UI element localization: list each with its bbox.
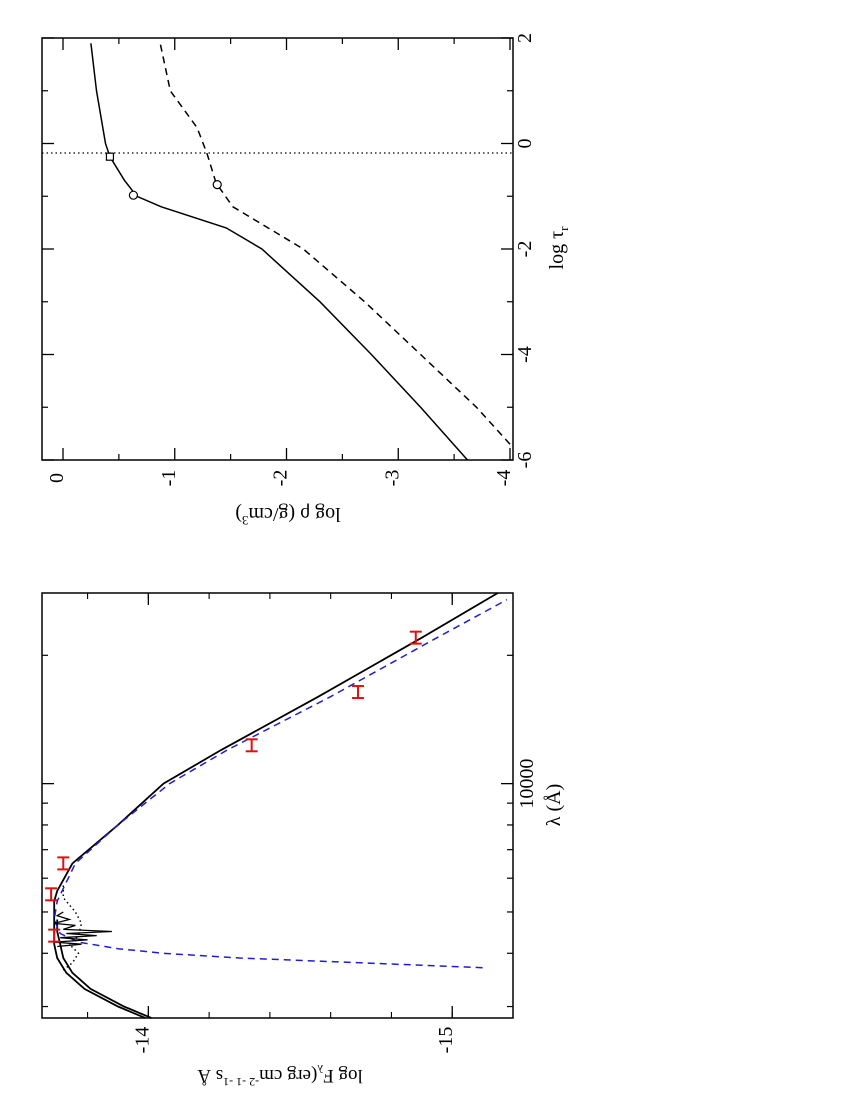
density-series	[90, 43, 511, 461]
density-square-marker	[105, 152, 115, 161]
sed-series-line-dotted	[62, 884, 83, 971]
sed-x-axis-label: λ (Å)	[543, 784, 565, 826]
density-x-tick-label: -6	[514, 452, 536, 469]
sed-photometry-point	[57, 856, 70, 871]
density-x-tick-label: 0	[514, 139, 536, 149]
sed-y-tick-label: -15	[435, 1027, 457, 1054]
sed-x-tick-label: 10000	[516, 759, 538, 809]
sed-chart: 10000 -14 -15 λ (Å) log Fλ(erg cm-2 -1 -1…	[41, 592, 565, 1089]
sed-series-line-solid	[56, 919, 152, 1019]
sed-photometry-point	[45, 887, 58, 902]
density-x-tick-label: 2	[514, 33, 536, 43]
density-x-tick-label: -4	[514, 346, 536, 363]
density-y-tick-labels: 0 -1 -2 -3 -4	[46, 470, 515, 487]
sed-x-tick-labels: 10000	[516, 759, 538, 809]
sed-photometry-point	[409, 630, 422, 645]
sed-model-spectrum-lines	[54, 911, 112, 948]
sed-photometry-point	[245, 738, 258, 753]
density-y-tick-label: -2	[270, 470, 292, 487]
density-x-tick-label: -2	[514, 241, 536, 258]
sed-plot-frame	[41, 592, 514, 1019]
density-x-tick-labels: -6 -4 -2 0 2	[514, 33, 536, 468]
sed-photometry-point	[48, 928, 61, 943]
sed-y-tick-label: -14	[131, 1027, 153, 1054]
density-y-tick-label: 0	[46, 473, 68, 483]
density-ticks	[42, 37, 513, 461]
sed-y-axis-label: log Fλ(erg cm-2 -1 -1s Å	[197, 1062, 363, 1089]
density-series-line-solid	[90, 43, 469, 461]
density-y-tick-label: -1	[158, 470, 180, 487]
density-plot-frame	[41, 37, 514, 461]
density-series-line-dashed	[159, 43, 511, 445]
density-circle-marker	[128, 190, 139, 200]
sed-y-tick-labels: -14 -15	[131, 1027, 457, 1054]
sed-series	[53, 592, 508, 1019]
density-x-axis-label: log τr	[546, 226, 571, 270]
density-markers	[105, 152, 222, 200]
density-y-tick-label: -3	[381, 470, 403, 487]
density-y-tick-label: -4	[493, 470, 515, 487]
sed-photometry	[45, 630, 422, 943]
density-circle-marker	[212, 180, 222, 190]
density-y-axis-label: log ρ (g/cm3)	[235, 503, 340, 528]
sed-series-line-dashed	[53, 599, 508, 969]
sed-series-line-solid	[53, 592, 499, 1019]
sed-ticks	[42, 593, 513, 1018]
density-chart: -6-4-202 0 -1 -2 -3 -4 log τr log ρ (g/cm3)	[41, 33, 571, 528]
sed-photometry-point	[352, 685, 365, 700]
